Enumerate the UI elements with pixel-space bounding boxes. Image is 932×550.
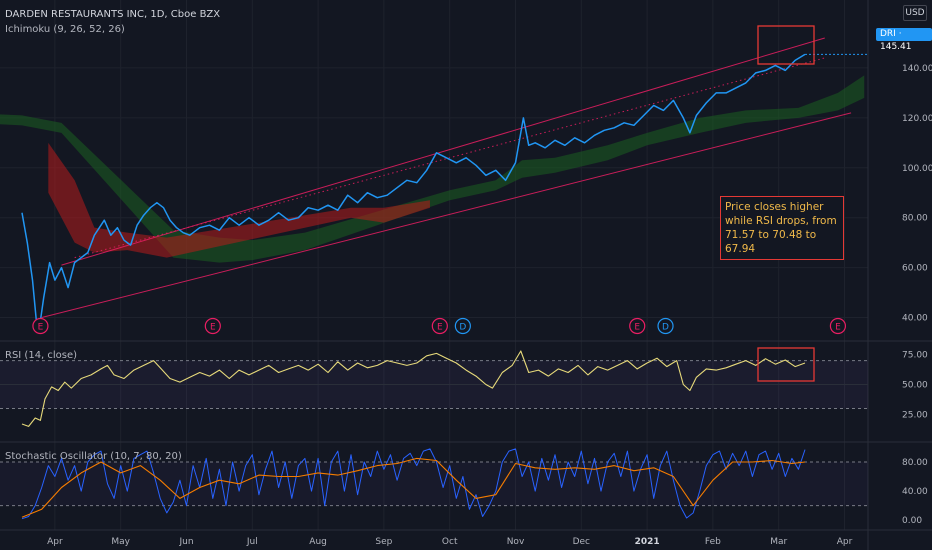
- stochastic-band-fill: [0, 462, 868, 506]
- rsi-highlight-box: [757, 347, 815, 382]
- earnings-marker: [629, 317, 646, 335]
- earnings-marker: [204, 317, 221, 335]
- rsi-legend[interactable]: RSI (14, close): [5, 350, 78, 361]
- annotation-line-1: Price closes higher: [725, 201, 824, 213]
- time-axis-tick: Oct: [442, 537, 458, 547]
- price-line: [21, 53, 806, 326]
- chart-title: DARDEN RESTAURANTS INC, 1D, Cboe BZX: [5, 9, 221, 20]
- time-axis-tick: 2021: [635, 537, 660, 547]
- currency-button[interactable]: USD: [903, 5, 927, 21]
- earnings-marker: [32, 317, 49, 335]
- dividend-marker: [454, 317, 471, 335]
- stochastic-axis-tick: 40.00: [902, 487, 928, 497]
- channel-line: [41, 112, 852, 319]
- price-axis-tick: 40.00: [902, 314, 928, 324]
- rsi-line: [21, 350, 806, 427]
- price-axis-tick: 140.00: [902, 64, 932, 74]
- event-marker-label: D: [459, 323, 466, 333]
- event-marker-label: D: [662, 323, 669, 333]
- price-tag: DRI · 145.41: [876, 28, 932, 52]
- event-marker-label: E: [38, 323, 44, 333]
- time-axis-tick: Jun: [178, 537, 193, 547]
- time-axis-tick: May: [111, 537, 130, 547]
- time-axis-tick: Feb: [705, 537, 721, 547]
- time-axis-tick: Jul: [246, 537, 258, 547]
- rsi-axis-tick: 25.00: [902, 410, 928, 420]
- dividend-marker: [657, 317, 674, 335]
- time-axis-tick: Aug: [309, 537, 327, 547]
- time-axis-tick: Apr: [47, 537, 63, 547]
- stochastic-d-line: [21, 457, 806, 518]
- stochastic-legend[interactable]: Stochastic Oscillator (10, 7, 80, 20): [5, 451, 182, 462]
- price-highlight-box: [757, 25, 815, 65]
- ichimoku-cloud-bearish: [48, 142, 430, 258]
- rsi-axis-tick: 50.00: [902, 381, 928, 391]
- price-axis-tick: 100.00: [902, 164, 932, 174]
- earnings-marker: [431, 317, 448, 335]
- event-marker-label: E: [835, 323, 841, 333]
- earnings-marker: [829, 317, 847, 335]
- channel-line: [74, 57, 825, 259]
- price-axis-tick: 120.00: [902, 114, 932, 124]
- event-marker-label: E: [210, 323, 216, 333]
- time-axis-tick: Apr: [837, 537, 853, 547]
- price-axis-tick: 60.00: [902, 264, 928, 274]
- time-axis-tick: Mar: [770, 537, 787, 547]
- time-axis-tick: Sep: [375, 537, 392, 547]
- stochastic-axis-tick: 0.00: [902, 516, 922, 526]
- time-axis-tick: Dec: [573, 537, 590, 547]
- ichimoku-legend[interactable]: Ichimoku (9, 26, 52, 26): [5, 24, 125, 35]
- time-axis-tick: Nov: [507, 537, 525, 547]
- annotation-box[interactable]: Price closes higher while RSI drops, fro…: [720, 196, 844, 260]
- annotation-line-2: while RSI drops, from: [725, 215, 837, 227]
- stochastic-axis-tick: 80.00: [902, 458, 928, 468]
- event-marker-label: E: [437, 323, 443, 333]
- price-axis-tick: 80.00: [902, 214, 928, 224]
- event-marker-label: E: [634, 323, 640, 333]
- rsi-axis-tick: 75.00: [902, 351, 928, 361]
- annotation-line-3: 71.57 to 70.48 to 67.94: [725, 229, 817, 255]
